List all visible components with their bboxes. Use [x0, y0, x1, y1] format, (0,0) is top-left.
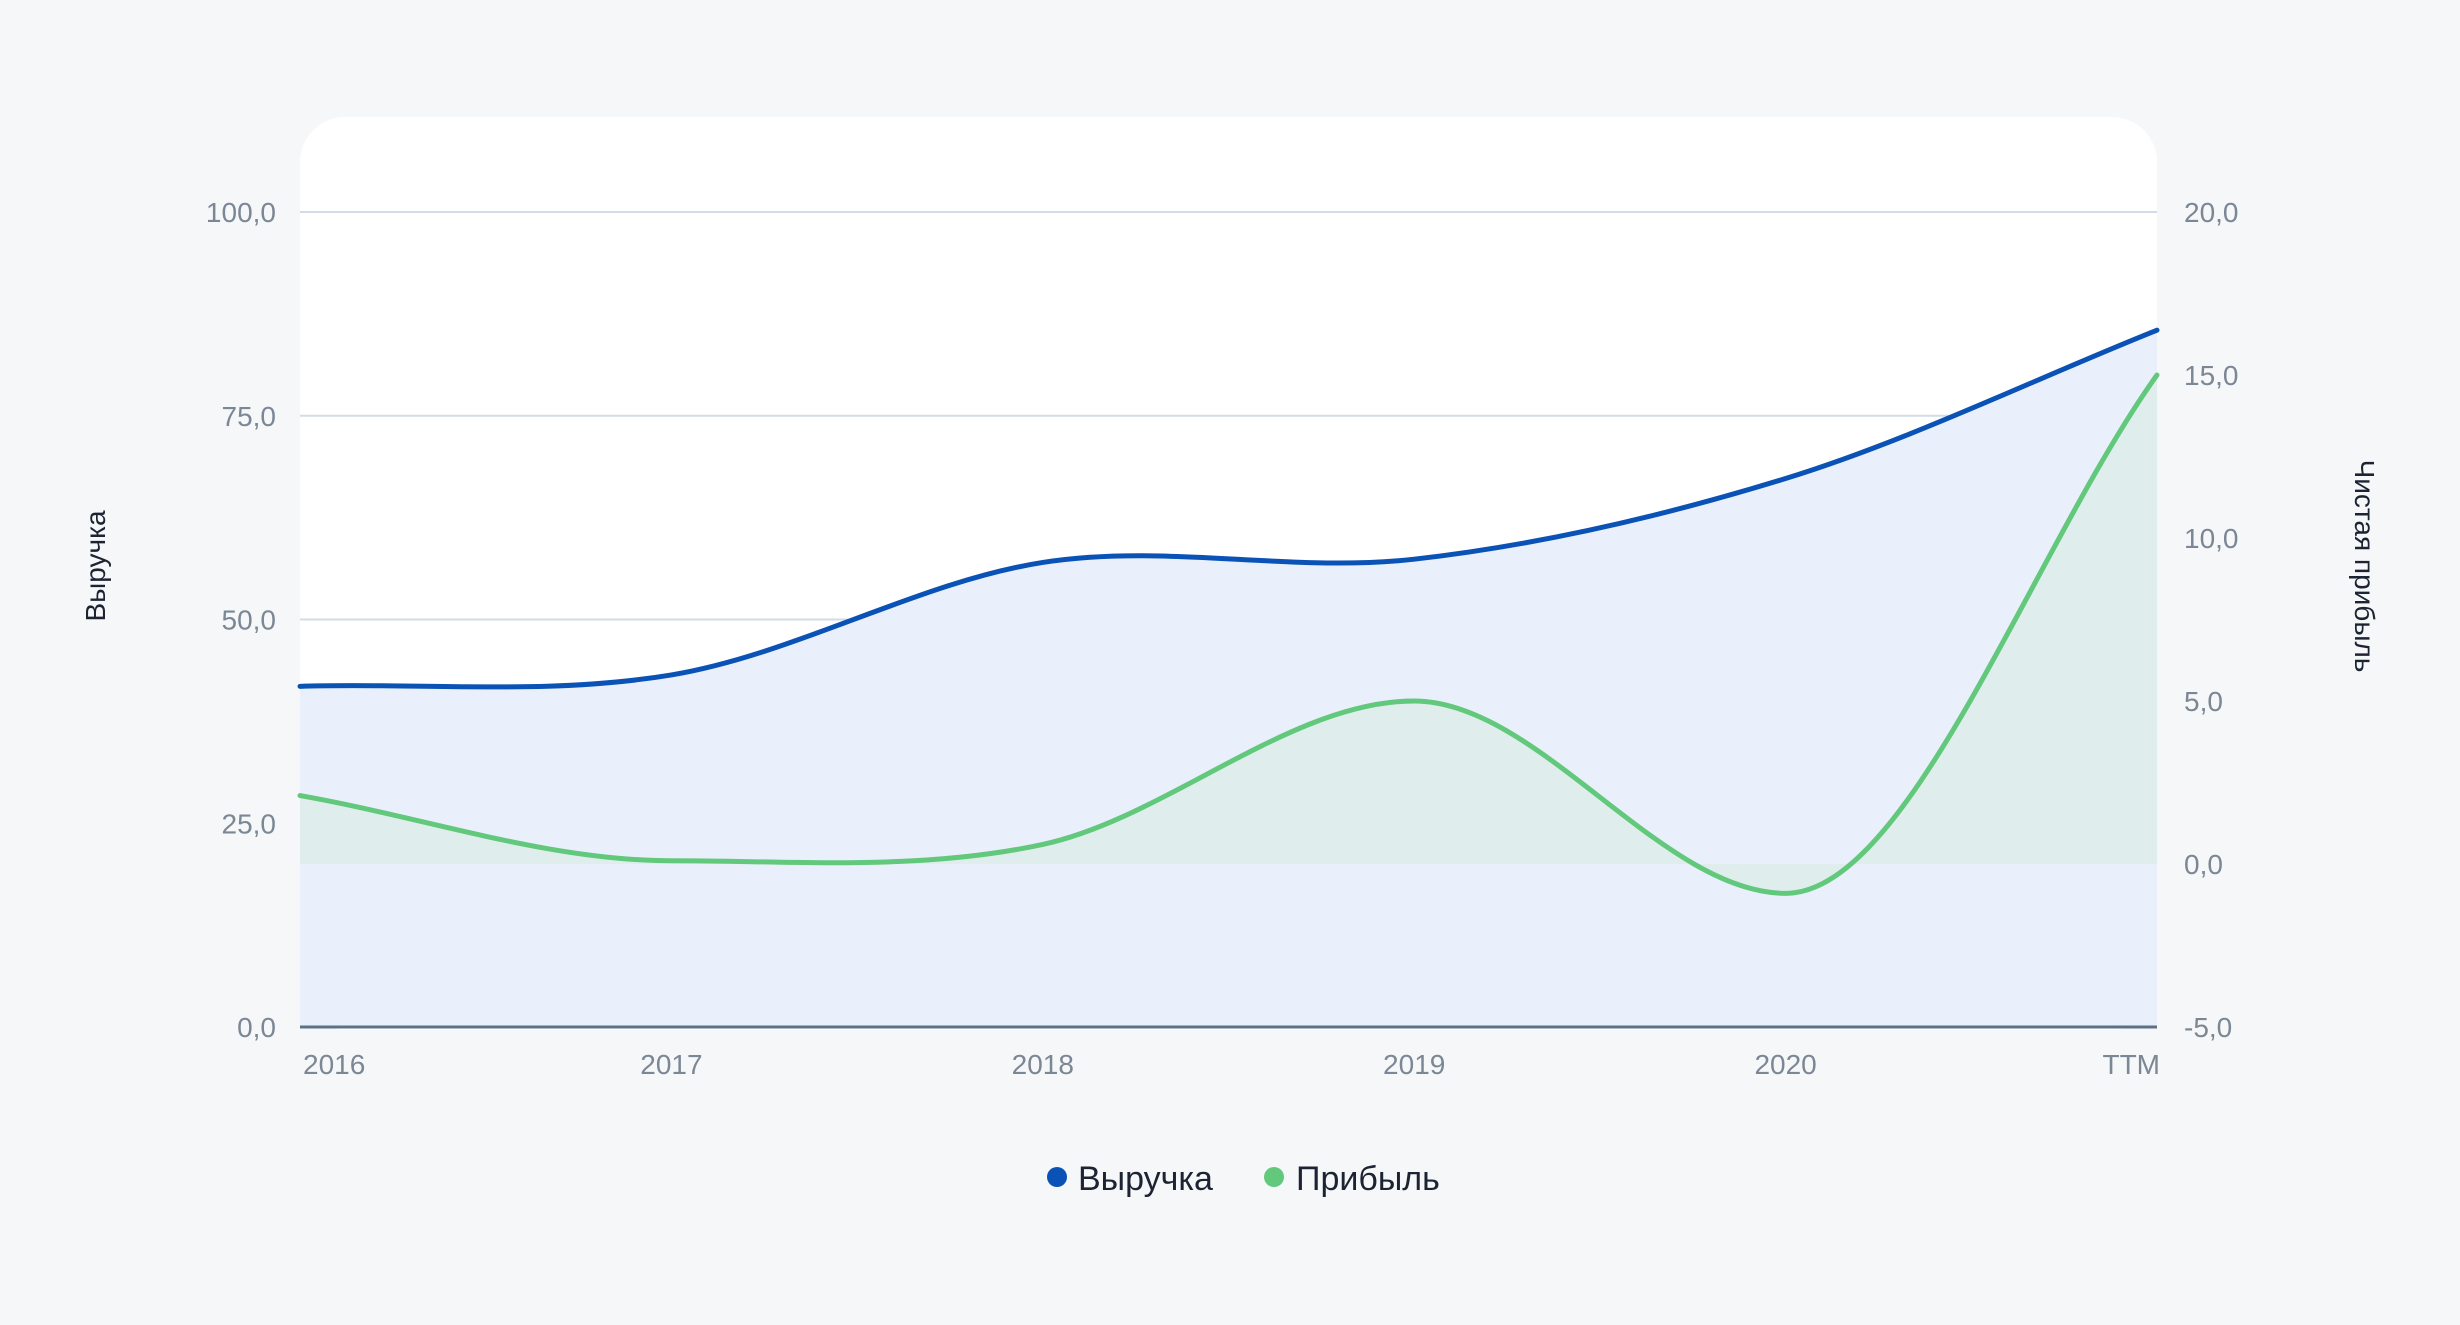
series-line-2	[297, 372, 2160, 896]
x-tick-label: 2019	[1383, 1049, 1445, 1080]
left-tick-label: 50,0	[222, 605, 277, 636]
x-tick-label: 2017	[640, 1049, 702, 1080]
right-tick-label: 15,0	[2184, 360, 2239, 391]
right-tick-label: 5,0	[2184, 686, 2223, 717]
legend-label-1: Выручка	[1078, 1160, 1213, 1198]
series-line-1	[297, 327, 2160, 690]
x-axis-ticks: 2016 2017 2018 2019 2020 TTM	[303, 1049, 2160, 1080]
left-tick-label: 0,0	[237, 1012, 276, 1043]
series-areas	[300, 330, 2157, 1027]
left-axis-ticks: 0,0 25,0 50,0 75,0 100,0	[206, 197, 276, 1043]
right-tick-label: 20,0	[2184, 197, 2239, 228]
left-tick-label: 25,0	[222, 808, 277, 839]
series-area-1	[300, 330, 2157, 1027]
right-tick-label: -5,0	[2184, 1012, 2232, 1043]
left-tick-label: 75,0	[222, 401, 277, 432]
x-tick-label: 2018	[1012, 1049, 1074, 1080]
x-tick-label: TTM	[2102, 1049, 2160, 1080]
x-tick-label: 2016	[303, 1049, 365, 1080]
left-tick-label: 100,0	[206, 197, 276, 228]
legend-marker-2	[1264, 1167, 1284, 1187]
right-axis-ticks: -5,0 0,0 5,0 10,0 15,0 20,0	[2184, 197, 2239, 1043]
right-axis-title: Чистая прибыль	[2349, 460, 2380, 673]
left-axis-title: Выручка	[80, 510, 111, 622]
x-tick-label: 2020	[1754, 1049, 1816, 1080]
right-tick-label: 10,0	[2184, 523, 2239, 554]
right-tick-label: 0,0	[2184, 849, 2223, 880]
legend-label-2: Прибыль	[1296, 1160, 1440, 1198]
series-lines	[297, 327, 2160, 896]
legend-marker-1	[1047, 1167, 1067, 1187]
legend: Выручка Прибыль	[1047, 1160, 1440, 1198]
series-area-2	[300, 375, 2157, 894]
